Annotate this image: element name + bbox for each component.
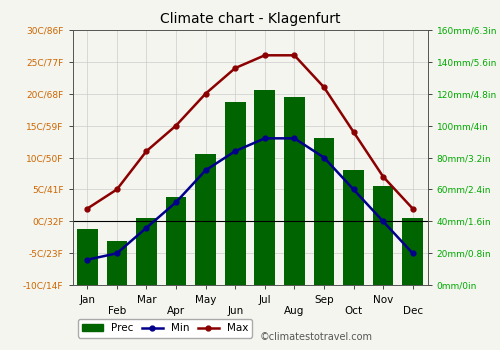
Text: May: May [195,295,216,305]
Bar [373,186,394,285]
Text: Apr: Apr [167,306,185,316]
Bar [106,240,127,285]
Legend: Prec, Min, Max: Prec, Min, Max [78,319,252,337]
Bar [166,197,186,285]
Bar [343,170,364,285]
Text: ©climatestotravel.com: ©climatestotravel.com [260,332,373,342]
Text: Mar: Mar [136,295,156,305]
Bar [136,218,157,285]
Bar [196,154,216,285]
Bar [225,102,246,285]
Text: Jul: Jul [258,295,271,305]
Text: Feb: Feb [108,306,126,316]
Text: Aug: Aug [284,306,304,316]
Text: Jun: Jun [227,306,244,316]
Text: Nov: Nov [373,295,393,305]
Text: Dec: Dec [402,306,423,316]
Text: Sep: Sep [314,295,334,305]
Bar [284,97,304,285]
Text: Oct: Oct [344,306,362,316]
Title: Climate chart - Klagenfurt: Climate chart - Klagenfurt [160,12,340,26]
Bar [254,90,275,285]
Text: Jan: Jan [80,295,96,305]
Bar [77,229,98,285]
Bar [402,218,423,285]
Bar [314,138,334,285]
